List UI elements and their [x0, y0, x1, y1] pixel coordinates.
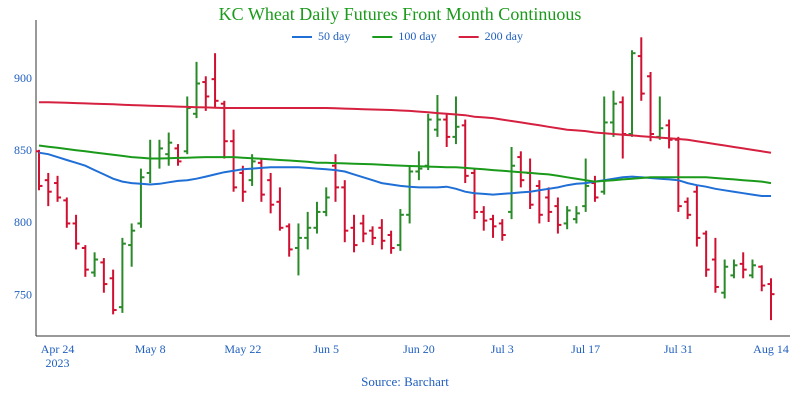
y-tick-label: 800 [14, 215, 32, 229]
x-tick-label: Aug 14 [753, 342, 789, 356]
moving-average-line [38, 144, 772, 185]
legend-label: 200 day [485, 29, 523, 43]
x-tick-label: Jul 3 [491, 342, 514, 356]
source-note: Source: Barchart [361, 374, 449, 389]
x-tick-label: May 8 [135, 342, 166, 356]
y-tick-label: 750 [14, 287, 32, 301]
x-tick-label: Jul 31 [664, 342, 693, 356]
x-tick-label: Jun 20 [403, 342, 435, 356]
x-tick-label: Jul 17 [571, 342, 600, 356]
y-tick-label: 900 [14, 71, 32, 85]
x-tick-label: Apr 24 2023 [41, 342, 75, 370]
x-tick-label: Jun 5 [313, 342, 339, 356]
y-tick-label: 850 [14, 143, 32, 157]
legend-label: 50 day [318, 29, 350, 43]
legend-label: 100 day [398, 29, 436, 43]
moving-average-line [39, 101, 772, 154]
x-tick-label: May 22 [224, 342, 261, 356]
chart-title: KC Wheat Daily Futures Front Month Conti… [219, 4, 582, 24]
